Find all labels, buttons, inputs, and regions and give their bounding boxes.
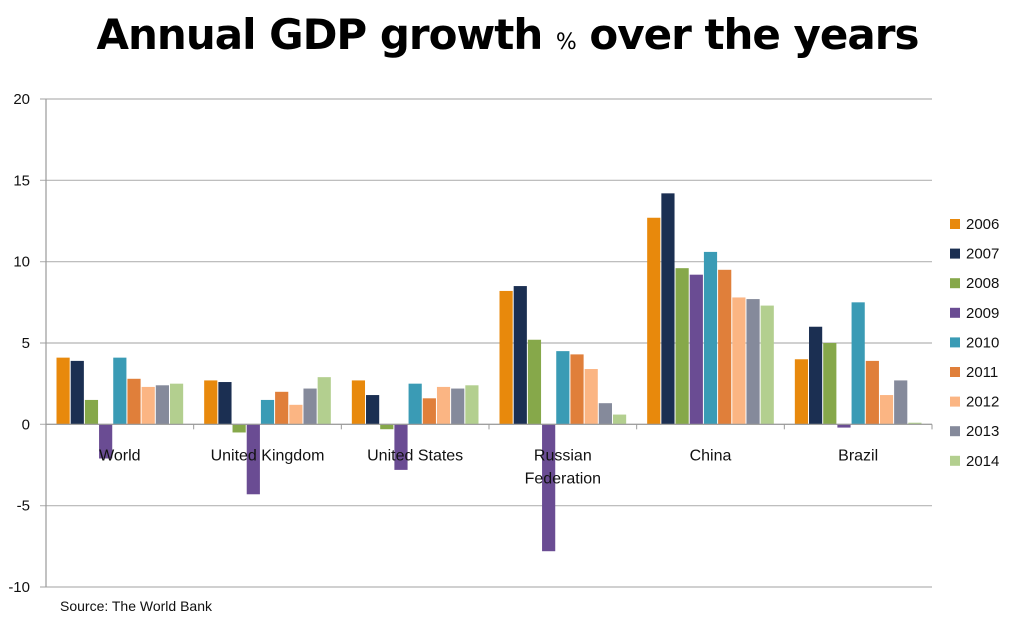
bar-united-states-2014 (465, 385, 479, 425)
bar-world-2014 (169, 383, 184, 425)
legend-label: 2006 (966, 216, 999, 233)
legend-swatch-2013 (950, 426, 960, 437)
bar-united-states-2013 (451, 388, 465, 425)
chart-title-suffix: over the years (589, 10, 919, 59)
y-tick-labels: 20 15 10 5 0 -5 -10 (8, 91, 30, 596)
bar-world-2007 (70, 360, 84, 425)
bar-brazil-2012 (879, 395, 894, 425)
bar-united-kingdom-2008 (232, 424, 246, 433)
category-labels: World United Kingdom United States Russian F… (99, 447, 878, 487)
bar-world-2009 (99, 424, 113, 459)
bar-world-2010 (113, 357, 127, 425)
y-tick-label: 10 (13, 254, 30, 271)
bar-russian-federation-2006 (499, 290, 513, 425)
bar-china-2014 (760, 305, 774, 425)
y-tick-label: 20 (13, 91, 30, 108)
bar-china-2007 (661, 193, 675, 425)
y-tick-label: 15 (13, 172, 30, 189)
bar-russian-federation-2007 (513, 286, 527, 425)
category-label: World (99, 447, 141, 464)
bar-brazil-2009 (837, 424, 851, 428)
bar-brazil-2008 (823, 343, 837, 425)
legend-label: 2011 (966, 364, 998, 381)
chart-title: Annual GDP growth % over the years (0, 10, 1015, 59)
legend-label: 2014 (966, 453, 999, 470)
legend-swatch-2009 (950, 307, 960, 318)
legend-swatch-2006 (950, 219, 960, 229)
legend-label: 2010 (966, 334, 999, 351)
bar-united-kingdom-2007 (218, 382, 232, 425)
y-tick-label: 5 (22, 335, 30, 352)
bar-russian-federation-2008 (527, 339, 542, 425)
bars (56, 193, 922, 552)
bar-united-states-2006 (351, 380, 366, 425)
bar-brazil-2011 (865, 360, 879, 425)
axes (45, 99, 933, 587)
legend-swatch-2008 (950, 278, 960, 289)
bar-russian-federation-2011 (570, 354, 584, 425)
bar-brazil-2010 (851, 302, 865, 425)
bar-brazil-2014 (908, 422, 922, 425)
source-note: Source: The World Bank (60, 598, 213, 614)
legend-label: 2007 (966, 246, 999, 263)
bar-russian-federation-2013 (598, 403, 612, 425)
chart-title-main: Annual GDP growth (96, 10, 544, 59)
bar-world-2011 (127, 378, 141, 425)
bar-united-kingdom-2012 (289, 404, 303, 425)
bar-united-states-2008 (380, 424, 394, 430)
bar-united-states-2010 (408, 383, 422, 425)
category-label: Federation (525, 470, 602, 487)
bar-china-2006 (647, 217, 661, 425)
bar-united-kingdom-2011 (275, 391, 289, 425)
legend-label: 2008 (966, 275, 999, 292)
bar-united-states-2007 (366, 395, 380, 425)
legend-label: 2009 (966, 305, 999, 322)
category-label: China (690, 447, 732, 464)
legend-swatch-2014 (950, 455, 960, 466)
bar-world-2006 (56, 357, 70, 425)
legend-swatch-2010 (950, 337, 960, 348)
bar-brazil-2013 (894, 380, 908, 425)
legend-label: 2012 (966, 394, 999, 411)
category-label: United States (367, 447, 463, 464)
bar-china-2008 (675, 268, 689, 425)
category-label: Brazil (838, 447, 878, 464)
bar-russian-federation-2014 (612, 414, 627, 425)
bar-united-states-2011 (422, 398, 436, 425)
chart-title-percent: % (555, 30, 577, 55)
legend-label: 2013 (966, 423, 999, 440)
bar-china-2013 (746, 299, 760, 425)
category-label: Russian (534, 447, 592, 464)
y-tick-label: 0 (22, 416, 30, 433)
bar-brazil-2007 (809, 326, 823, 425)
bar-world-2012 (141, 386, 155, 425)
legend-swatch-2007 (950, 248, 960, 259)
bar-russian-federation-2010 (556, 351, 570, 425)
legend-swatch-2012 (950, 396, 960, 407)
bar-world-2008 (84, 399, 99, 425)
legend: 2006 2007 2008 2009 2010 2011 2012 2013 2014 (950, 216, 999, 470)
y-tick-label: -10 (8, 579, 30, 596)
bar-china-2009 (689, 274, 703, 425)
bar-united-kingdom-2006 (204, 380, 218, 425)
bar-brazil-2006 (794, 359, 809, 425)
bar-russian-federation-2012 (584, 369, 598, 425)
bar-united-kingdom-2014 (317, 377, 331, 425)
category-label: United Kingdom (211, 447, 325, 464)
bar-russian-federation-2009 (542, 424, 556, 552)
bar-china-2012 (732, 297, 746, 425)
bar-united-states-2012 (436, 386, 451, 425)
bar-world-2013 (155, 385, 169, 425)
bar-united-kingdom-2009 (246, 424, 260, 495)
gridlines (40, 98, 932, 588)
bar-united-states-2009 (394, 424, 408, 470)
y-tick-label: -5 (17, 498, 30, 515)
bar-united-kingdom-2010 (260, 399, 275, 425)
bar-china-2010 (703, 251, 718, 425)
bar-united-kingdom-2013 (303, 388, 317, 425)
legend-swatch-2011 (950, 367, 960, 377)
bar-china-2011 (718, 269, 732, 425)
